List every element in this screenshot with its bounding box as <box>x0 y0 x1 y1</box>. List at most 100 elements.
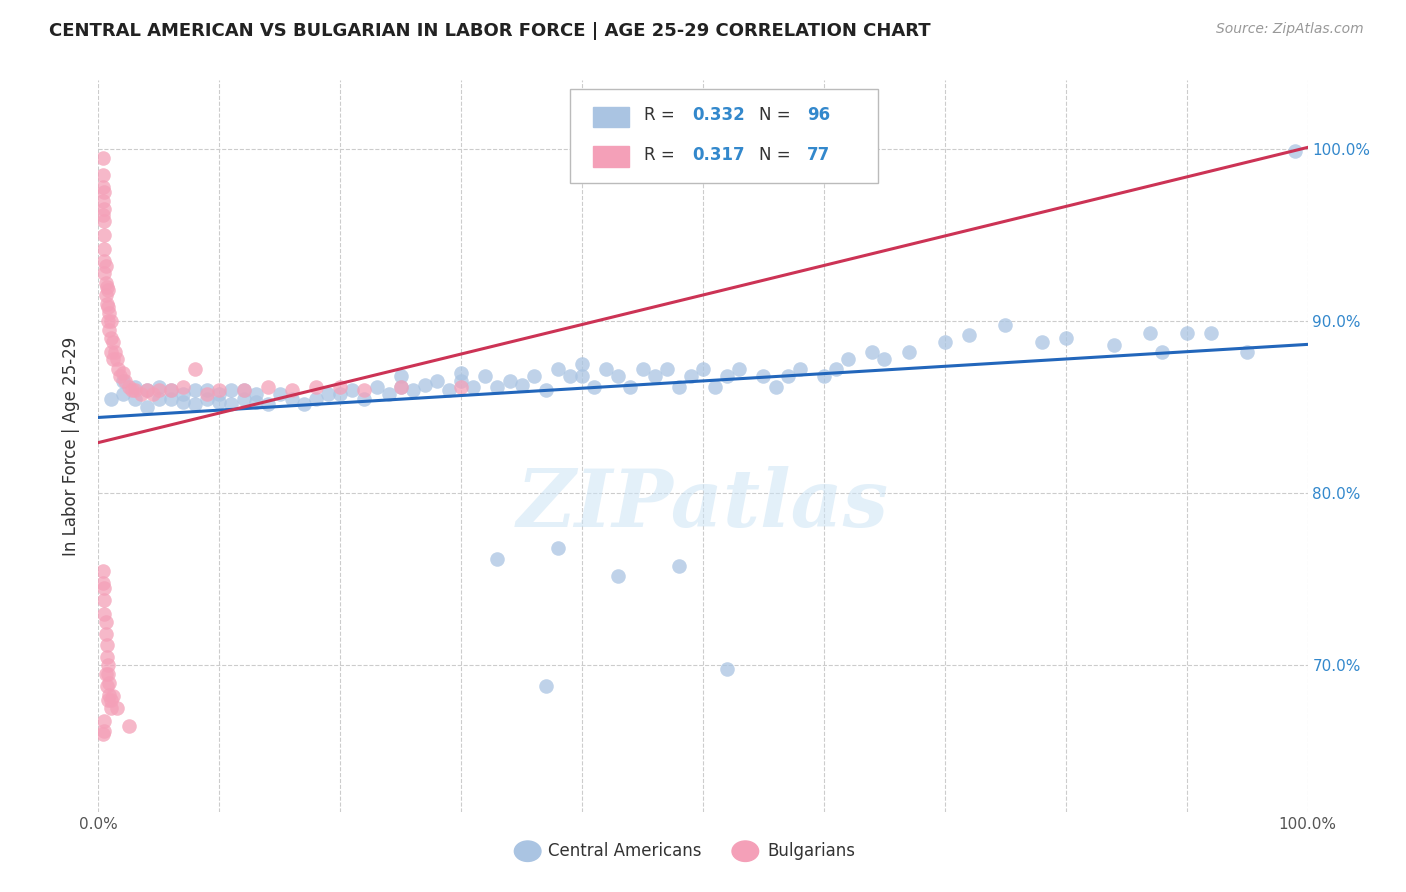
Text: ZIPatlas: ZIPatlas <box>517 466 889 543</box>
Point <box>873 352 896 367</box>
Text: R =: R = <box>644 106 679 124</box>
Point <box>101 352 124 367</box>
Point <box>534 679 557 693</box>
Point <box>1199 326 1222 341</box>
Point <box>100 331 122 345</box>
Point <box>256 397 278 411</box>
Point <box>91 168 114 182</box>
Text: N =: N = <box>759 106 796 124</box>
Point <box>184 383 207 397</box>
Point <box>111 366 134 380</box>
Point <box>860 345 883 359</box>
Point <box>631 362 654 376</box>
Point <box>245 386 267 401</box>
Point <box>100 314 122 328</box>
Point <box>97 283 120 297</box>
Text: CENTRAL AMERICAN VS BULGARIAN IN LABOR FORCE | AGE 25-29 CORRELATION CHART: CENTRAL AMERICAN VS BULGARIAN IN LABOR F… <box>49 22 931 40</box>
Point <box>752 369 775 384</box>
Y-axis label: In Labor Force | Age 25-29: In Labor Force | Age 25-29 <box>62 336 80 556</box>
Point <box>100 693 122 707</box>
FancyBboxPatch shape <box>593 146 630 167</box>
Point <box>93 254 115 268</box>
Point <box>94 627 117 641</box>
Point <box>413 378 436 392</box>
Point <box>716 369 738 384</box>
Point <box>765 379 787 393</box>
Point <box>523 369 546 384</box>
Point <box>486 379 509 393</box>
Point <box>118 719 141 733</box>
Point <box>124 379 146 393</box>
Point <box>97 314 120 328</box>
Point <box>547 541 569 556</box>
Point <box>353 383 375 397</box>
Point <box>342 383 364 397</box>
Text: 96: 96 <box>807 106 830 124</box>
Point <box>160 383 183 397</box>
Point <box>93 214 115 228</box>
Point <box>93 723 115 738</box>
Point <box>1139 326 1161 341</box>
Point <box>1102 338 1125 352</box>
Point <box>148 383 170 397</box>
Point <box>366 379 388 393</box>
Point <box>232 392 254 406</box>
Point <box>897 345 920 359</box>
Point <box>426 375 449 389</box>
Point <box>91 194 114 208</box>
Text: Central Americans: Central Americans <box>548 842 702 860</box>
Point <box>644 369 666 384</box>
Point <box>389 379 412 393</box>
Text: R =: R = <box>644 146 679 164</box>
Point <box>668 558 690 573</box>
Text: N =: N = <box>759 146 796 164</box>
Point <box>135 383 157 397</box>
Point <box>100 392 122 406</box>
Text: 0.317: 0.317 <box>692 146 745 164</box>
Point <box>607 569 630 583</box>
Point <box>292 397 315 411</box>
Point <box>101 690 124 704</box>
Point <box>97 667 120 681</box>
Point <box>93 242 115 256</box>
Point <box>114 375 136 389</box>
Point <box>547 362 569 376</box>
Point <box>100 701 122 715</box>
Point <box>728 362 751 376</box>
Point <box>595 362 617 376</box>
Point <box>172 395 194 409</box>
Point <box>1031 334 1053 349</box>
Point <box>91 151 114 165</box>
Point <box>148 379 170 393</box>
Point <box>148 392 170 406</box>
Point <box>93 581 115 595</box>
Point <box>208 383 231 397</box>
Point <box>124 392 146 406</box>
Point <box>96 679 118 693</box>
Point <box>934 334 956 349</box>
Point <box>994 318 1017 332</box>
Point <box>121 383 143 397</box>
Point <box>104 345 127 359</box>
Point <box>107 362 129 376</box>
Point <box>105 352 128 367</box>
Text: Source: ZipAtlas.com: Source: ZipAtlas.com <box>1216 22 1364 37</box>
Point <box>704 379 727 393</box>
Point <box>98 688 121 702</box>
Text: 0.332: 0.332 <box>692 106 745 124</box>
Point <box>208 395 231 409</box>
Point <box>93 185 115 199</box>
Point <box>91 727 114 741</box>
Point <box>100 345 122 359</box>
Point <box>571 369 593 384</box>
Point <box>1152 345 1174 359</box>
Point <box>655 362 678 376</box>
Point <box>256 379 278 393</box>
Point <box>195 386 218 401</box>
Point <box>124 383 146 397</box>
Point <box>389 379 412 393</box>
Point <box>135 383 157 397</box>
Point <box>101 334 124 349</box>
Point <box>135 401 157 415</box>
Point <box>789 362 811 376</box>
